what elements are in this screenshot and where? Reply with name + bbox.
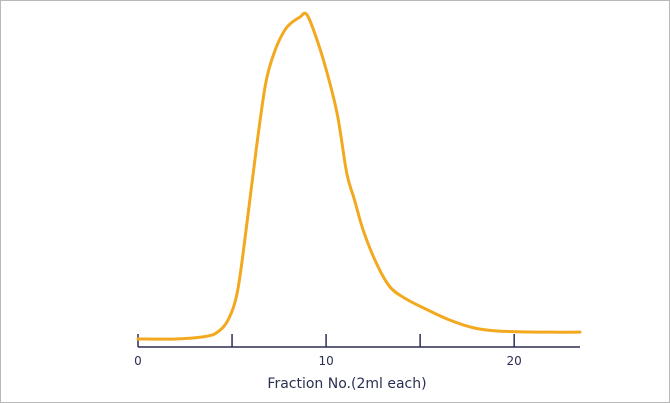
x-tick-label-4: 20 <box>507 354 522 368</box>
x-axis-ticks <box>137 334 515 347</box>
x-tick-label-2: 10 <box>318 354 333 368</box>
x-axis-tick-labels: 0 10 20 <box>134 354 522 368</box>
series-line <box>136 11 582 341</box>
x-tick-label-0: 0 <box>134 354 142 368</box>
x-axis-label: Fraction No.(2ml each) <box>267 376 426 392</box>
